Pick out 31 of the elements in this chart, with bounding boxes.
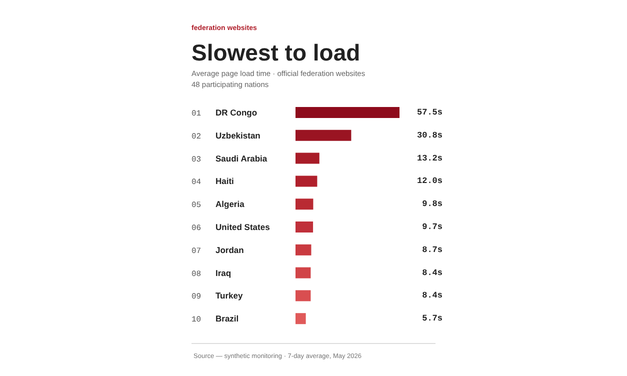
data-label: 8.4s	[422, 290, 443, 301]
bar	[296, 152, 320, 164]
data-label: 30.8s	[416, 130, 443, 140]
category-label: 02 Uzbekistan	[192, 130, 260, 142]
data-label: 57.5s	[416, 108, 443, 118]
data-label: 9.8s	[422, 199, 443, 210]
data-label: 13.2s	[416, 153, 443, 164]
bar	[296, 130, 352, 141]
data-label: 5.7s	[422, 314, 443, 324]
category-label: 10 Brazil	[192, 314, 239, 325]
category-label: 05 Algeria	[192, 199, 244, 210]
data-label: 9.7s	[422, 222, 443, 232]
bar	[296, 313, 306, 324]
category-label: 03 Saudi Arabia	[192, 153, 268, 164]
data-label: 8.4s	[422, 268, 443, 278]
chart-title: Slowest to load	[192, 40, 360, 66]
data-label: 8.7s	[422, 244, 443, 255]
bar	[296, 176, 318, 187]
category-label: 06 United States	[192, 222, 270, 233]
bar	[296, 222, 314, 232]
category-label: 04 Haiti	[192, 176, 234, 188]
bar	[296, 290, 311, 302]
data-label: 12.0s	[416, 176, 443, 186]
bar	[296, 198, 314, 210]
bar	[296, 107, 400, 118]
category-label: 07 Jordan	[192, 244, 244, 256]
category-label: 08 Iraq	[192, 268, 232, 279]
category-label: 09 Turkey	[192, 290, 243, 302]
bar	[296, 267, 311, 278]
category-label: 01 DR Congo	[192, 108, 258, 118]
bar	[296, 244, 312, 256]
